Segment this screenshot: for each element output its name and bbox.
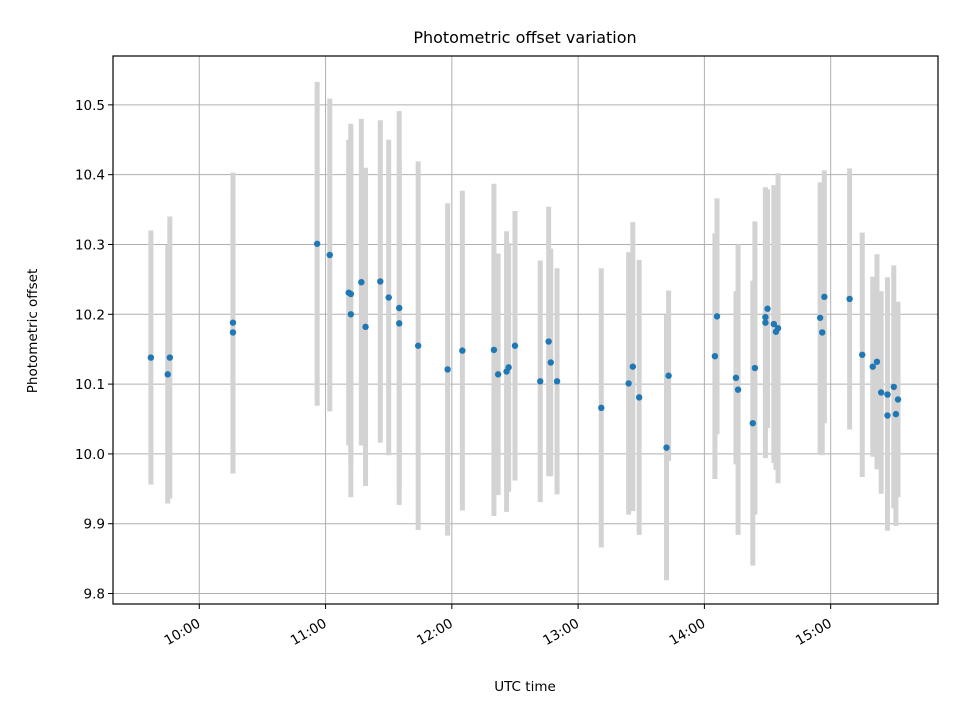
data-point bbox=[166, 354, 174, 361]
data-point bbox=[629, 363, 637, 370]
data-point bbox=[734, 386, 742, 393]
data-point bbox=[553, 378, 561, 385]
data-point bbox=[877, 389, 885, 396]
y-tick-label: 10.1 bbox=[75, 377, 105, 393]
data-point bbox=[762, 319, 769, 326]
y-tick-label: 10.3 bbox=[75, 237, 105, 253]
data-point bbox=[326, 251, 333, 259]
data-point bbox=[751, 364, 759, 372]
chart-title: Photometric offset variation bbox=[413, 28, 636, 47]
data-point bbox=[846, 295, 853, 303]
y-tick-label: 10.4 bbox=[75, 168, 105, 184]
data-point bbox=[494, 371, 502, 378]
x-tick-label: 13:00 bbox=[540, 616, 582, 649]
data-point bbox=[884, 412, 891, 419]
data-point bbox=[362, 323, 369, 331]
data-point bbox=[869, 363, 876, 370]
x-tick-label: 10:00 bbox=[162, 616, 204, 649]
data-point bbox=[732, 374, 740, 382]
y-axis-ticks: 9.8 9.9 10.0 10.1 10.2 10.3 10.4 10.5 bbox=[75, 98, 113, 603]
data-point bbox=[229, 329, 237, 336]
data-point bbox=[663, 444, 670, 451]
y-tick-label: 10.5 bbox=[75, 98, 105, 114]
data-point bbox=[819, 329, 826, 336]
data-point bbox=[511, 342, 519, 349]
x-tick-label: 14:00 bbox=[667, 616, 709, 649]
y-tick-label: 10.0 bbox=[75, 447, 105, 463]
data-point bbox=[749, 419, 756, 427]
x-axis-label: UTC time bbox=[494, 679, 556, 695]
data-points bbox=[147, 240, 902, 451]
data-point bbox=[347, 290, 355, 298]
data-point bbox=[821, 293, 828, 301]
data-point bbox=[859, 351, 866, 358]
plot-frame bbox=[112, 55, 939, 605]
data-point bbox=[890, 383, 898, 391]
data-point bbox=[545, 338, 552, 345]
data-point bbox=[711, 352, 719, 360]
data-point bbox=[164, 371, 171, 378]
data-point bbox=[147, 354, 155, 361]
data-point bbox=[505, 364, 512, 371]
y-axis-label: Photometric offset bbox=[25, 269, 41, 393]
data-point bbox=[625, 380, 632, 387]
data-point bbox=[665, 372, 672, 379]
x-axis-ticks: 10:00 11:00 12:00 13:00 14:00 15:00 bbox=[162, 604, 835, 649]
data-point bbox=[313, 240, 321, 247]
data-point bbox=[358, 278, 365, 286]
data-point bbox=[459, 347, 466, 354]
data-point bbox=[884, 391, 891, 398]
data-point bbox=[396, 304, 403, 312]
data-point bbox=[490, 346, 498, 354]
data-point bbox=[598, 404, 605, 412]
data-point bbox=[764, 305, 771, 312]
x-tick-label: 12:00 bbox=[414, 616, 456, 649]
data-point bbox=[444, 366, 451, 373]
data-point bbox=[377, 278, 384, 285]
data-point bbox=[762, 313, 769, 321]
data-point bbox=[816, 314, 824, 321]
data-point bbox=[873, 358, 881, 365]
x-tick-label: 15:00 bbox=[793, 616, 835, 649]
data-point bbox=[713, 313, 721, 320]
data-point bbox=[892, 410, 900, 418]
grid bbox=[113, 56, 938, 604]
data-point bbox=[635, 394, 643, 401]
y-tick-label: 10.2 bbox=[75, 307, 105, 323]
data-point bbox=[414, 342, 422, 349]
data-point bbox=[894, 396, 902, 403]
data-point bbox=[396, 320, 403, 327]
data-point bbox=[770, 320, 778, 328]
x-tick-label: 11:00 bbox=[288, 616, 330, 649]
data-point bbox=[537, 378, 544, 385]
y-tick-label: 9.8 bbox=[84, 587, 105, 603]
data-point bbox=[385, 294, 392, 301]
data-point bbox=[347, 311, 355, 318]
error-bars bbox=[148, 81, 901, 581]
y-tick-label: 9.9 bbox=[84, 517, 105, 533]
data-point bbox=[774, 325, 782, 332]
data-point bbox=[229, 319, 237, 326]
data-point bbox=[547, 359, 554, 366]
